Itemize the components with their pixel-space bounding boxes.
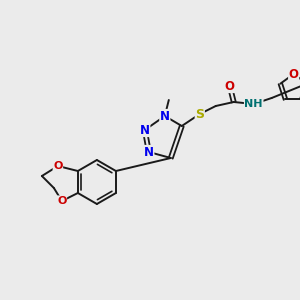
Text: N: N: [140, 124, 150, 136]
Text: O: O: [225, 80, 235, 92]
Text: N: N: [144, 146, 154, 158]
Text: O: O: [57, 196, 67, 206]
Text: NH: NH: [244, 99, 263, 109]
Text: O: O: [53, 161, 63, 171]
Text: O: O: [289, 68, 299, 80]
Text: S: S: [195, 107, 204, 121]
Text: N: N: [160, 110, 170, 122]
